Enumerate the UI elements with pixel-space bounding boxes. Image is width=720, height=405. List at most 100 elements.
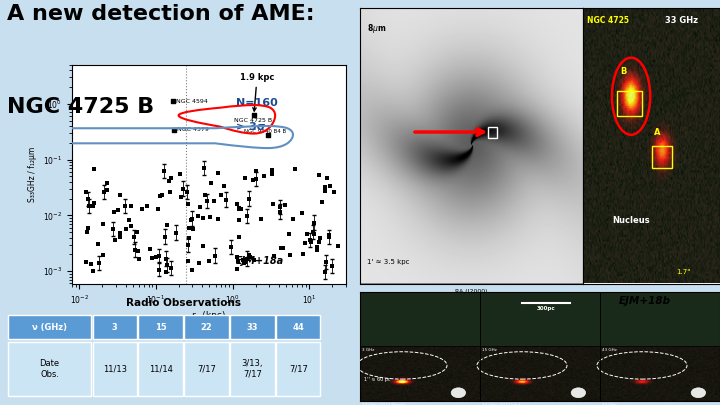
Text: 7/17: 7/17 bbox=[197, 364, 216, 373]
Point bbox=[210, 252, 221, 259]
Point bbox=[147, 255, 158, 261]
Point bbox=[186, 266, 198, 273]
Point bbox=[186, 217, 197, 224]
Text: NGC 4725 B: NGC 4725 B bbox=[7, 97, 155, 117]
Text: 44: 44 bbox=[292, 323, 304, 332]
Point bbox=[152, 206, 163, 212]
Point bbox=[231, 201, 243, 207]
Point bbox=[313, 239, 325, 245]
Point bbox=[153, 266, 165, 273]
Text: Date
Obs.: Date Obs. bbox=[40, 359, 60, 379]
Point bbox=[321, 175, 333, 181]
Text: 22: 22 bbox=[201, 323, 212, 332]
Point bbox=[233, 234, 245, 241]
FancyBboxPatch shape bbox=[8, 341, 91, 396]
Point bbox=[205, 180, 217, 186]
Point bbox=[114, 234, 126, 241]
Point bbox=[308, 220, 320, 226]
FancyBboxPatch shape bbox=[276, 315, 320, 339]
Point bbox=[231, 266, 243, 273]
FancyBboxPatch shape bbox=[276, 341, 320, 396]
X-axis label: rₑ (kpc): rₑ (kpc) bbox=[192, 311, 225, 320]
Point bbox=[163, 177, 174, 184]
Point bbox=[233, 216, 245, 223]
Text: 15 GHz: 15 GHz bbox=[482, 348, 497, 352]
Point bbox=[123, 216, 135, 223]
FancyBboxPatch shape bbox=[184, 341, 229, 396]
Point bbox=[320, 259, 332, 266]
Point bbox=[183, 225, 194, 232]
Point bbox=[97, 221, 109, 227]
Point bbox=[198, 165, 210, 172]
FancyBboxPatch shape bbox=[138, 315, 183, 339]
Point bbox=[212, 215, 224, 222]
Point bbox=[299, 240, 310, 246]
Point bbox=[311, 247, 323, 254]
Text: Radio Observations: Radio Observations bbox=[126, 298, 241, 308]
Point bbox=[125, 223, 136, 229]
Point bbox=[199, 192, 211, 198]
Point bbox=[141, 203, 153, 209]
FancyBboxPatch shape bbox=[138, 341, 183, 396]
Text: A: A bbox=[654, 128, 661, 137]
Point bbox=[250, 176, 261, 182]
Point bbox=[203, 258, 215, 264]
Point bbox=[129, 247, 140, 253]
Point bbox=[225, 244, 237, 251]
Point bbox=[266, 171, 277, 177]
Point bbox=[328, 189, 340, 195]
Point bbox=[178, 185, 189, 192]
Text: 3: 3 bbox=[112, 323, 117, 332]
Point bbox=[87, 268, 99, 274]
Point bbox=[120, 226, 132, 233]
Text: 3/13,
7/17: 3/13, 7/17 bbox=[242, 359, 263, 379]
Point bbox=[109, 237, 121, 243]
Point bbox=[243, 252, 255, 258]
Point bbox=[128, 234, 140, 240]
Point bbox=[269, 252, 280, 259]
Point bbox=[235, 206, 246, 212]
Point bbox=[324, 183, 336, 190]
FancyBboxPatch shape bbox=[230, 341, 274, 396]
Point bbox=[183, 235, 194, 242]
Text: NGC 9940 B4 B: NGC 9940 B4 B bbox=[243, 129, 286, 134]
Point bbox=[154, 192, 166, 199]
Point bbox=[89, 200, 100, 206]
Point bbox=[202, 198, 213, 205]
Point bbox=[287, 216, 299, 222]
Point bbox=[305, 239, 317, 245]
Point bbox=[156, 192, 168, 198]
Point bbox=[302, 231, 313, 237]
Point bbox=[275, 209, 287, 215]
Point bbox=[193, 260, 204, 266]
Point bbox=[175, 171, 186, 177]
Point bbox=[181, 189, 193, 195]
Text: NGC 4725: NGC 4725 bbox=[588, 16, 629, 26]
Point bbox=[279, 201, 291, 208]
Point bbox=[204, 213, 216, 220]
Point bbox=[84, 203, 95, 209]
Point bbox=[99, 189, 110, 195]
Point bbox=[197, 243, 209, 249]
Point bbox=[133, 256, 145, 262]
Text: ν (GHz): ν (GHz) bbox=[32, 323, 67, 332]
Point bbox=[243, 195, 254, 202]
Point bbox=[248, 257, 260, 263]
Point bbox=[170, 230, 181, 236]
Point bbox=[82, 196, 94, 202]
Point bbox=[94, 260, 105, 266]
Point bbox=[233, 206, 245, 213]
Point bbox=[237, 256, 248, 263]
Point bbox=[326, 262, 338, 269]
Point bbox=[183, 242, 194, 249]
Point bbox=[218, 183, 230, 190]
Y-axis label: S₃₃GHz / f₁₂μm: S₃₃GHz / f₁₂μm bbox=[29, 147, 37, 202]
Point bbox=[323, 234, 334, 241]
Point bbox=[114, 229, 125, 236]
Point bbox=[192, 213, 204, 220]
Text: 33 GHz (2013 July): 33 GHz (2013 July) bbox=[482, 403, 520, 405]
Point bbox=[289, 166, 301, 173]
Point bbox=[109, 209, 120, 215]
Point bbox=[277, 245, 289, 252]
Point bbox=[162, 222, 174, 229]
